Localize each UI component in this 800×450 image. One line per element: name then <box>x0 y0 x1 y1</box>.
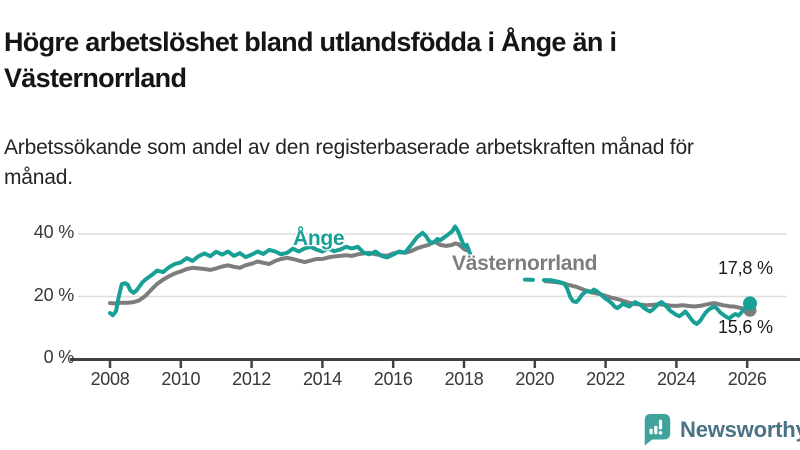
series-line <box>108 239 469 306</box>
end-value-label-vasternorrland: 15,6 % <box>718 317 773 337</box>
y-tick-label: 20 % <box>33 284 74 305</box>
x-tick-label: 2026 <box>727 369 767 389</box>
x-tick-label: 2024 <box>656 369 696 389</box>
series-line <box>522 277 554 283</box>
end-value-label-ange: 17,8 % <box>718 258 773 278</box>
newsworthy-branding: Newsworthy <box>642 413 800 446</box>
series-line <box>108 224 472 318</box>
newsworthy-logo-icon <box>644 413 671 446</box>
chart-subtitle: Arbetssökande som andel av den registerb… <box>4 136 694 189</box>
series-label-ange: Ånge <box>293 227 345 250</box>
y-tick-label: 40 % <box>33 222 74 242</box>
x-tick-label: 2018 <box>444 369 484 389</box>
x-tick-label: 2020 <box>515 369 555 389</box>
x-tick-label: 2008 <box>90 369 130 389</box>
chart-title: Högre arbetslöshet bland utlandsfödda i … <box>4 27 617 94</box>
x-tick-label: 2010 <box>161 369 201 389</box>
newsworthy-wordmark: Newsworthy <box>680 417 800 442</box>
x-axis-labels: 2008 2010 2012 2014 2016 2018 2020 2022 2024 2026 <box>0 369 800 393</box>
x-tick-label: 2014 <box>302 369 342 389</box>
series-label-vasternorrland: Västernorrland <box>452 252 598 275</box>
series-end-dot <box>743 296 757 311</box>
x-tick-label: 2012 <box>232 369 272 389</box>
series-line <box>550 278 752 326</box>
y-tick-label: 0 % <box>43 347 75 367</box>
x-tick-label: 2016 <box>373 369 413 389</box>
x-tick-label: 2022 <box>586 369 626 389</box>
